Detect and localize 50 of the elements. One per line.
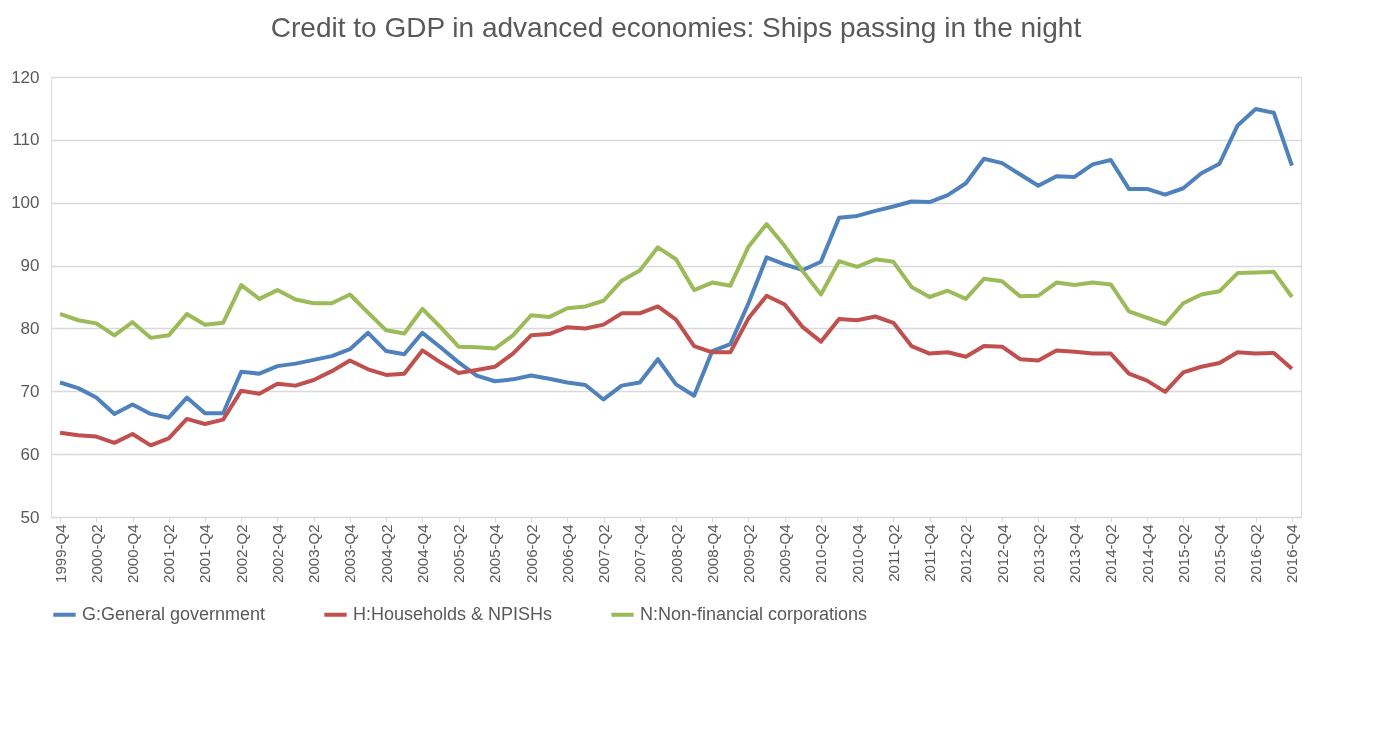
x-tick-label: 2013-Q2 xyxy=(1029,524,1047,583)
line-series xyxy=(58,293,1294,448)
x-tick-label: 2003-Q2 xyxy=(305,524,323,583)
x-tick-label: 2005-Q4 xyxy=(486,524,504,583)
x-tick-label: 1999-Q4 xyxy=(51,524,69,583)
x-tick-label: 2009-Q2 xyxy=(739,524,757,583)
x-tick-label: 2006-Q2 xyxy=(522,524,540,583)
x-tick-label: 2001-Q4 xyxy=(196,524,214,583)
x-tick-label: 2011-Q2 xyxy=(884,524,902,582)
x-tick-label: 2016-Q4 xyxy=(1283,524,1301,583)
x-tick-label: 2009-Q4 xyxy=(776,524,794,583)
legend-label: H:Households & NPISHs xyxy=(353,603,553,624)
x-tick-label: 2013-Q4 xyxy=(1066,524,1084,583)
y-tick-label: 110 xyxy=(12,130,40,150)
x-tick-label: 2015-Q4 xyxy=(1210,524,1228,583)
x-tick-label: 2002-Q4 xyxy=(268,524,286,583)
x-tick-label: 2008-Q2 xyxy=(667,524,685,583)
x-tick-label: 2007-Q4 xyxy=(631,524,649,583)
chart-title: Credit to GDP in advanced economies: Ships passing in the night xyxy=(270,12,1082,43)
line-series xyxy=(58,107,1294,420)
x-tick-label: 2011-Q4 xyxy=(921,524,939,582)
x-tick-label: 2014-Q2 xyxy=(1102,524,1120,583)
y-tick-label: 100 xyxy=(11,193,40,213)
y-tick-label: 90 xyxy=(20,256,40,276)
y-tick-label: 60 xyxy=(20,444,40,464)
x-tick-label: 2002-Q2 xyxy=(232,524,250,583)
legend-label: N:Non-financial corporations xyxy=(640,603,868,624)
x-tick-label: 2007-Q2 xyxy=(595,524,613,583)
line-series xyxy=(58,222,1294,351)
x-tick-label: 2010-Q4 xyxy=(848,524,866,583)
x-tick-label: 2004-Q4 xyxy=(413,524,431,583)
x-tick-label: 2006-Q4 xyxy=(558,524,576,583)
y-tick-label: 120 xyxy=(11,67,40,87)
y-tick-label: 70 xyxy=(20,381,40,401)
x-tick-label: 2008-Q4 xyxy=(703,524,721,583)
x-tick-label: 2001-Q2 xyxy=(160,524,178,583)
x-tick-label: 2015-Q2 xyxy=(1174,524,1192,583)
x-tick-label: 2005-Q2 xyxy=(450,524,468,583)
x-tick-label: 2012-Q2 xyxy=(957,524,975,583)
x-tick-label: 2014-Q4 xyxy=(1138,524,1156,583)
y-tick-label: 50 xyxy=(20,507,40,527)
x-tick-label: 2012-Q4 xyxy=(993,524,1011,583)
x-tick-label: 2000-Q2 xyxy=(87,524,105,583)
x-tick-label: 2016-Q2 xyxy=(1247,524,1265,583)
x-tick-label: 2010-Q2 xyxy=(812,524,830,583)
x-tick-label: 2004-Q2 xyxy=(377,524,395,583)
x-tick-label: 2003-Q4 xyxy=(341,524,359,583)
legend-label: G:General government xyxy=(82,603,266,624)
x-tick-label: 2000-Q4 xyxy=(124,524,142,583)
y-tick-label: 80 xyxy=(20,318,40,338)
